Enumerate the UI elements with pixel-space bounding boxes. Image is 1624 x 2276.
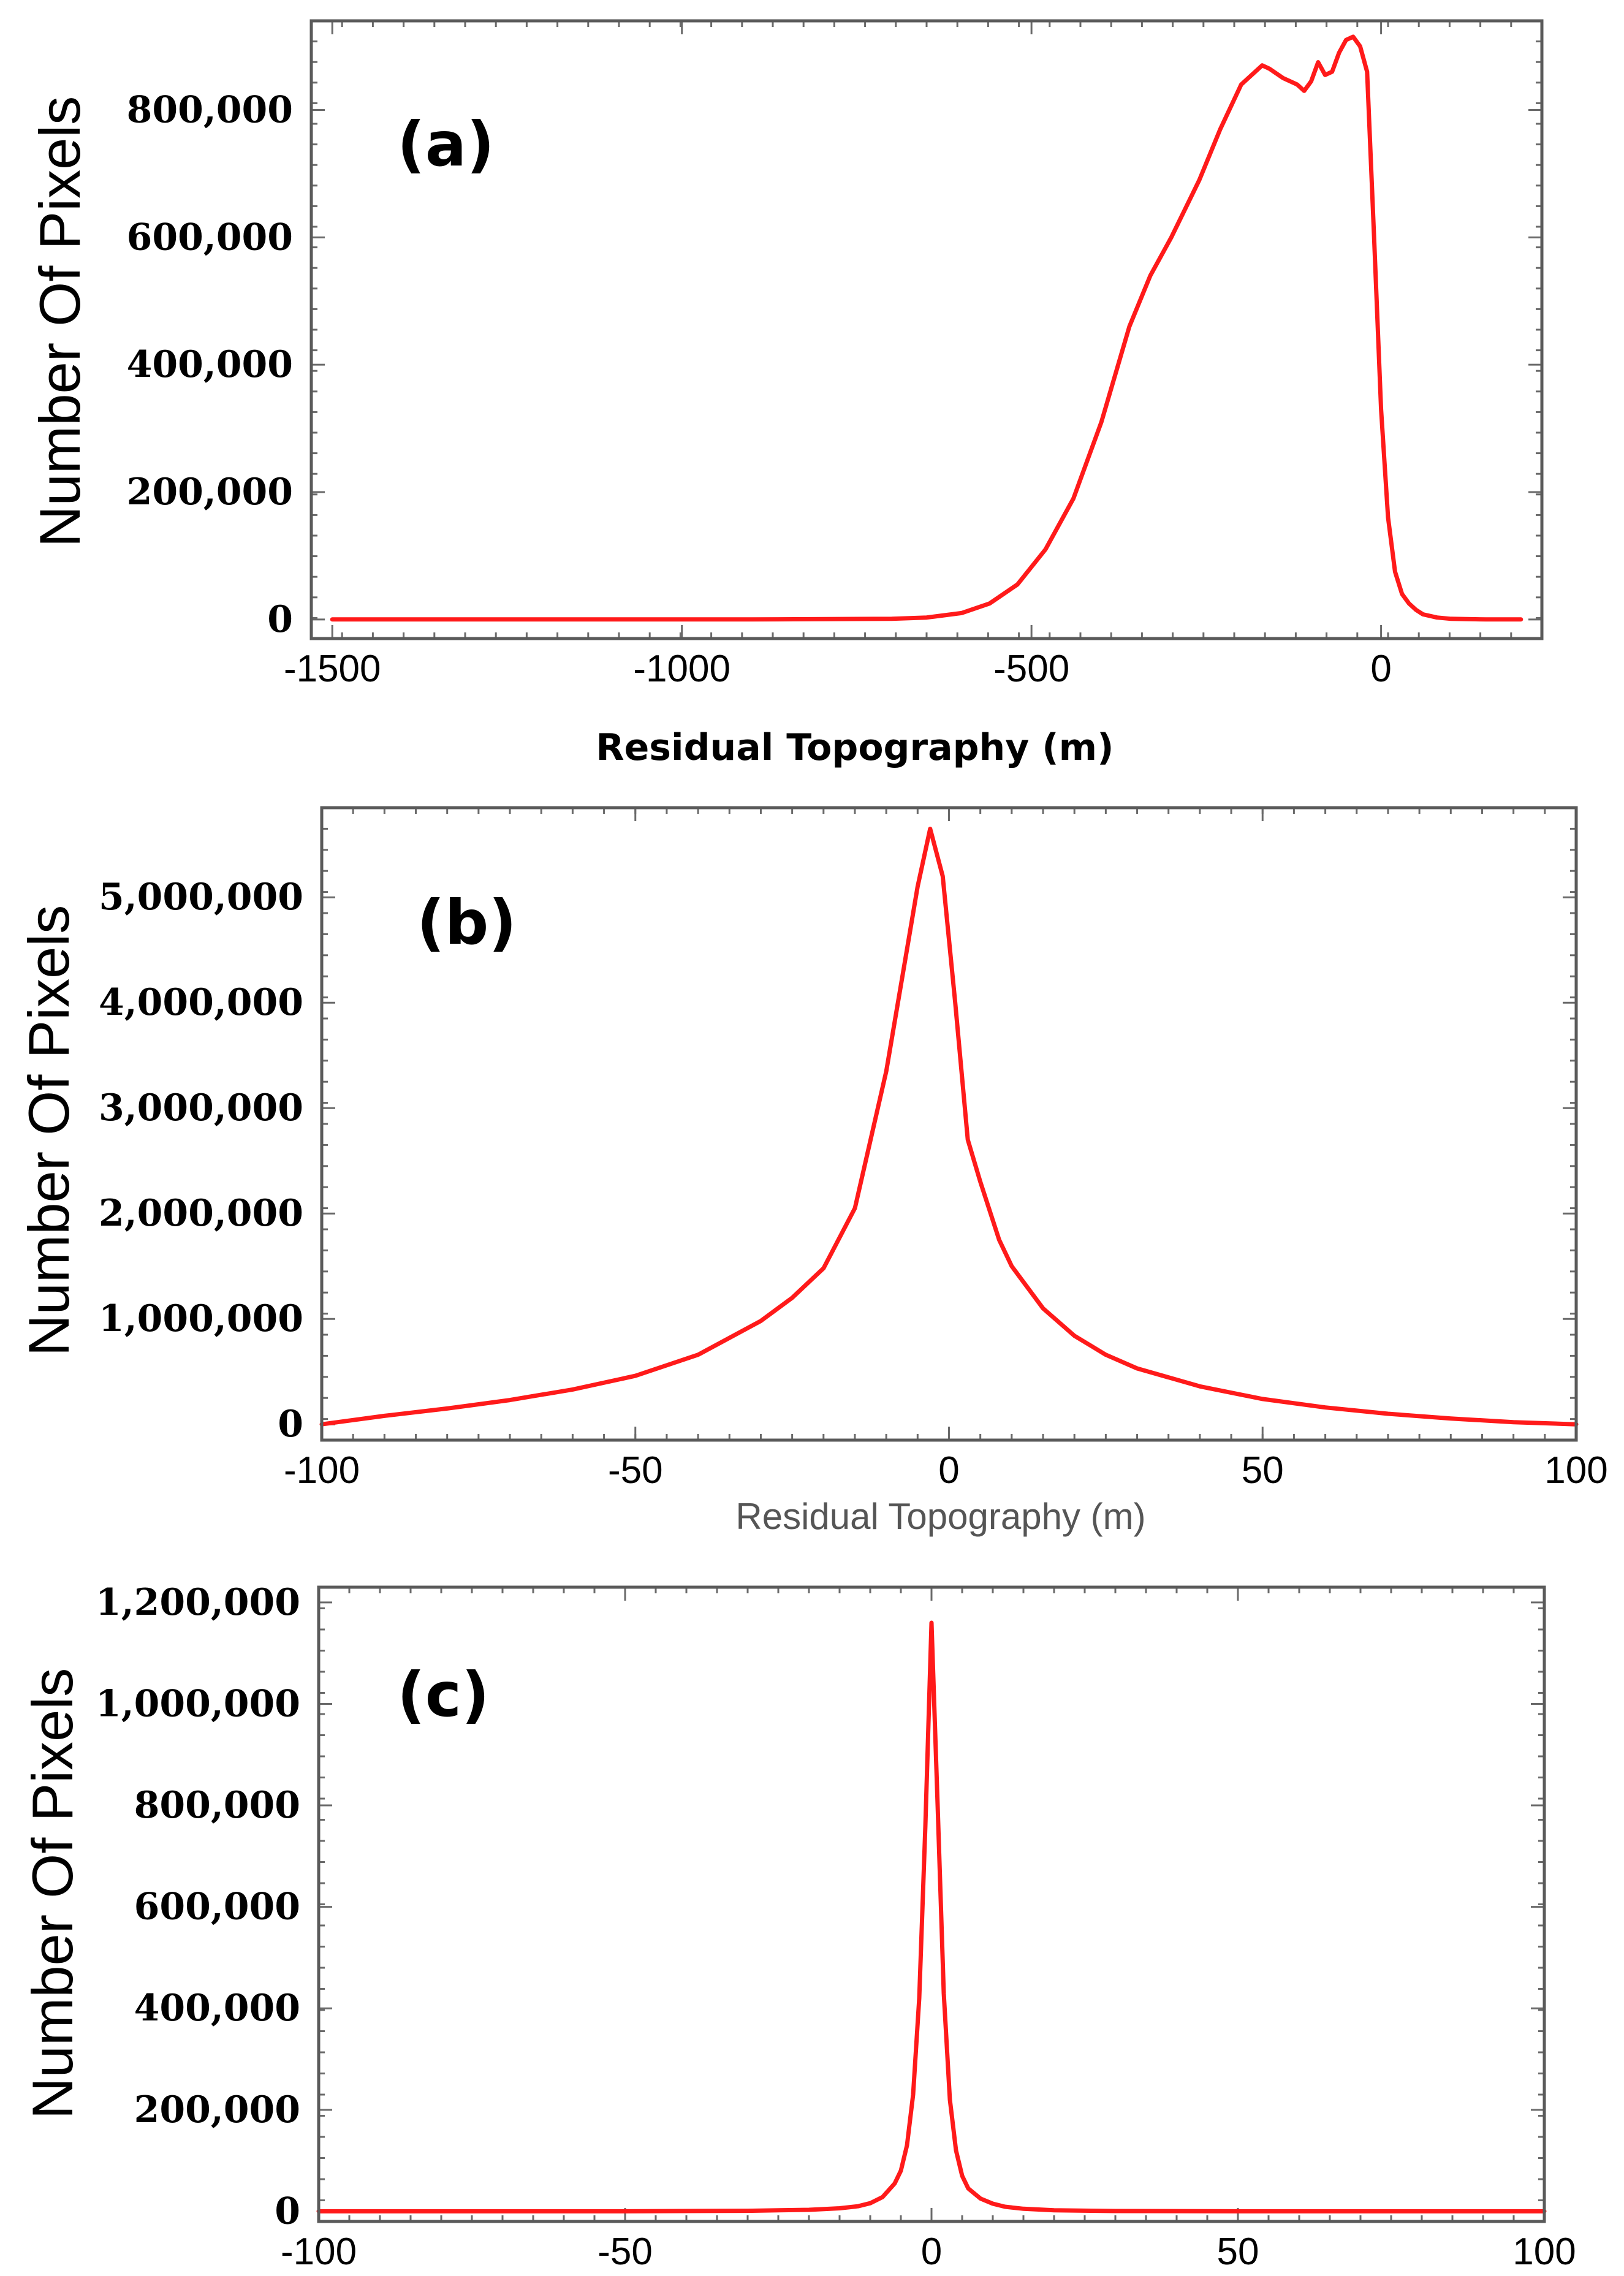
panel-b: Number Of Pixels (b) Residual Topography…: [17, 806, 1608, 1537]
ylabel-a: Number Of Pixels: [28, 96, 92, 548]
xlabel-b: Residual Topography (m): [735, 1496, 1145, 1537]
ytick-label-a: 400,000: [127, 343, 293, 386]
xtick-label-b: 100: [1544, 1449, 1607, 1492]
ytick-label-c: 800,000: [134, 1784, 300, 1827]
xtick-label-c: 100: [1512, 2231, 1576, 2273]
ytick-label-c: 600,000: [134, 1886, 300, 1929]
xtick-label-c: 50: [1217, 2231, 1259, 2273]
ytick-label-b: 3,000,000: [99, 1087, 303, 1129]
ytick-label-a: 0: [267, 598, 293, 641]
xtick-label-a: -500: [993, 648, 1069, 690]
panel-label-b: (b): [417, 887, 517, 958]
ytick-label-c: 400,000: [134, 1987, 300, 2030]
panel-label-c: (c): [397, 1659, 490, 1731]
ytick-label-a: 200,000: [127, 471, 293, 514]
ytick-label-c: 0: [275, 2190, 300, 2232]
ylabel-b: Number Of Pixels: [17, 905, 81, 1357]
ytick-label-b: 1,000,000: [99, 1297, 303, 1340]
series-line-b: [319, 826, 1579, 1427]
xtick-label-c: -100: [281, 2231, 357, 2273]
ytick-label-b: 5,000,000: [99, 876, 303, 919]
panel-a: Number Of Pixels (a) Residual Topography…: [28, 19, 1544, 769]
ytick-label-b: 0: [278, 1403, 303, 1446]
series-line-a: [330, 34, 1523, 622]
xtick-label-b: -50: [608, 1449, 663, 1492]
ytick-label-c: 1,200,000: [96, 1581, 300, 1624]
ytick-label-b: 4,000,000: [99, 981, 303, 1024]
xlabel-a: Residual Topography (m): [596, 726, 1114, 769]
ytick-label-c: 200,000: [134, 2088, 300, 2131]
series-line-c: [316, 1620, 1547, 2213]
panel-c: Number Of Pixels (c) -100 -50 0 50 100 0 200,0…: [20, 1581, 1576, 2273]
ticks-c: -100 -50 0 50 100 0 200,000 400,000 600,000 800,0…: [96, 1581, 1576, 2273]
xtick-label-c: 0: [921, 2231, 942, 2273]
xtick-label-a: -1500: [284, 648, 381, 690]
xtick-label-b: 50: [1242, 1449, 1284, 1492]
xtick-label-a: -1000: [633, 648, 730, 690]
xtick-label-c: -50: [598, 2231, 653, 2273]
xtick-label-b: 0: [938, 1449, 959, 1492]
ytick-label-a: 600,000: [127, 216, 293, 259]
plot-frame-b: [320, 806, 1578, 1442]
ylabel-c: Number Of Pixels: [20, 1668, 85, 2120]
ytick-label-c: 1,000,000: [96, 1682, 300, 1725]
xtick-label-b: -100: [284, 1449, 360, 1492]
plot-frame-a: [309, 19, 1544, 640]
ytick-label-b: 2,000,000: [99, 1192, 303, 1235]
ticks-b: -100 -50 0 50 100 0 1,000,000 2,000,000 3,000,00…: [99, 808, 1608, 1492]
ticks-a: -1500 -1000 -500 0 0 200,000 400,000 600,000 800…: [127, 21, 1542, 690]
ytick-label-a: 800,000: [127, 88, 293, 131]
plot-frame-c: [317, 1585, 1546, 2223]
xtick-label-a: 0: [1370, 648, 1391, 690]
panel-label-a: (a): [397, 108, 495, 180]
